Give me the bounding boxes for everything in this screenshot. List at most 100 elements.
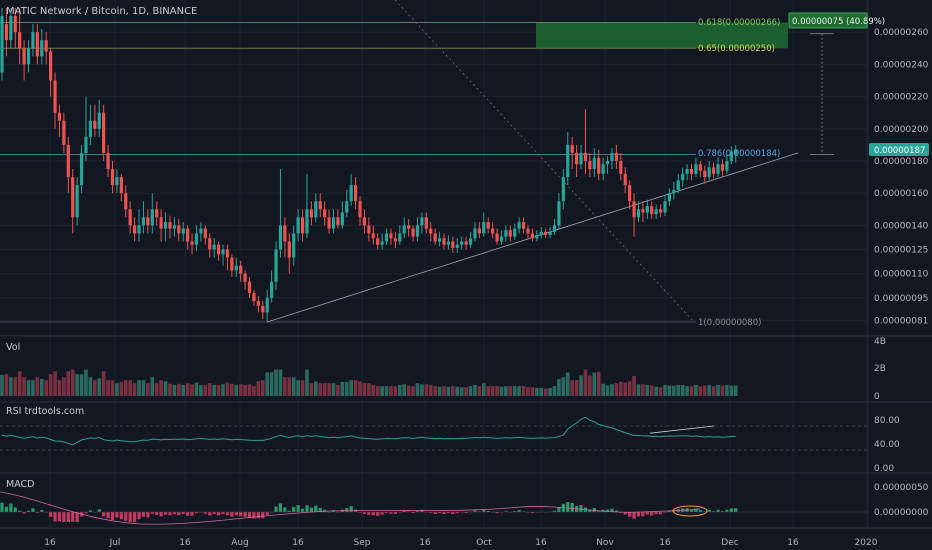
candle-body [499, 236, 504, 242]
candle-body [208, 238, 212, 250]
volume-bar [123, 380, 128, 396]
candle-body [57, 112, 62, 121]
macd-histogram-bar [579, 505, 583, 512]
candle-body [137, 225, 141, 234]
macd-title[interactable]: MACD [6, 479, 34, 490]
volume-bar [296, 380, 300, 396]
candle-body [552, 225, 557, 232]
candle-body [177, 225, 181, 234]
time-tick-label: 16 [44, 538, 56, 548]
volume-bar [380, 386, 384, 396]
volume-bar [79, 374, 84, 396]
volume-bar [358, 381, 362, 396]
macd-histogram-bar [437, 512, 442, 514]
candle-body [477, 228, 481, 234]
candle-body [601, 164, 605, 174]
measure-label: 0.00000075 (40.89%) [792, 17, 885, 27]
volume-bar [499, 386, 504, 396]
candle-body [380, 241, 384, 245]
candle-body [287, 241, 291, 258]
candle-body [327, 217, 331, 229]
volume-bar [570, 380, 574, 396]
price-tick-label: 0.00000081 [874, 316, 928, 326]
candle-body [517, 222, 521, 229]
candle-body [561, 177, 565, 202]
macd-histogram-bar [71, 512, 75, 522]
candle-body [128, 209, 132, 226]
candle-body [548, 231, 552, 236]
volume-bar [137, 380, 141, 396]
price-tick-label: 0.00000240 [874, 60, 929, 70]
macd-histogram-bar [420, 509, 424, 512]
macd-histogram-bar [345, 508, 349, 512]
volume-bar [216, 384, 221, 396]
candle-body [384, 233, 389, 242]
vol-title[interactable]: Vol [6, 342, 20, 353]
macd-histogram-bar [146, 512, 150, 518]
rsi-line [1, 416, 736, 446]
macd-histogram-bar [305, 505, 309, 512]
macd-histogram-bar [243, 512, 247, 517]
candle-body [658, 209, 663, 213]
candle-body [199, 228, 203, 234]
volume-bar [415, 383, 420, 396]
candle-body [636, 209, 641, 218]
macd-histogram-bar [566, 502, 570, 512]
volume-bar [720, 385, 725, 396]
rsi-tick-label: 40.00 [874, 440, 900, 450]
volume-bar [689, 386, 694, 396]
macd-histogram-bar [84, 512, 88, 514]
volume-bar [619, 381, 623, 396]
axes-layer: 0.00000260 0.00000240 0.00000220 0.00000200… [44, 28, 928, 548]
candle-body [672, 189, 676, 194]
candle-body [411, 228, 415, 237]
candle-body [455, 244, 459, 248]
candle-body [720, 164, 725, 171]
macd-histogram-bar [358, 512, 362, 513]
macd-histogram-bar [698, 509, 702, 512]
volume-bar [459, 387, 464, 396]
macd-histogram-bar [703, 511, 707, 512]
candle-body [605, 160, 610, 165]
price-tick-label: 0.00000220 [874, 93, 929, 103]
time-tick-label: Dec [721, 538, 738, 548]
macd-histogram-bar [654, 512, 658, 515]
macd-histogram-bar [57, 512, 62, 522]
candle-body [0, 16, 4, 73]
macd-histogram-bar [216, 512, 221, 516]
rsi-title[interactable]: RSI trdtools.com [6, 406, 84, 417]
volume-bar [561, 377, 566, 396]
macd-histogram-bar [402, 510, 406, 512]
volume-bar [402, 384, 407, 396]
macd-histogram-bar [513, 510, 517, 512]
macd-histogram-bar [504, 511, 508, 512]
volume-bar [163, 381, 168, 396]
candle-body [654, 209, 658, 215]
volume-tick-label: 2B [874, 364, 886, 374]
candle-body [133, 225, 137, 234]
volume-bar [322, 383, 327, 396]
volume-bar [367, 383, 371, 396]
candle-body [234, 265, 238, 271]
macd-tick-label: 0.00000000 [874, 508, 929, 518]
candle-body [473, 228, 477, 239]
fibonacci-layer [0, 21, 788, 323]
macd-histogram-bar [296, 505, 300, 512]
macd-histogram-bar [393, 512, 397, 514]
macd-histogram-bar [455, 512, 459, 514]
macd-histogram-bar [650, 512, 654, 516]
macd-histogram-bar [614, 510, 618, 512]
macd-histogram-bar [234, 512, 238, 516]
volume-bar [486, 386, 490, 396]
price-tick-label: 0.00000125 [874, 246, 928, 256]
candle-body [88, 120, 92, 137]
candle-body [190, 241, 194, 245]
candle-body [261, 305, 265, 313]
volume-bar [592, 372, 597, 396]
price-tick-label: 0.00000095 [874, 294, 928, 304]
volume-bar [106, 380, 110, 396]
macd-histogram-bar [128, 512, 132, 522]
macd-histogram-bar [49, 512, 53, 517]
symbol-title[interactable]: MATIC Network / Bitcoin, 1D, BINANCE [6, 6, 197, 17]
candle-body [212, 244, 216, 250]
